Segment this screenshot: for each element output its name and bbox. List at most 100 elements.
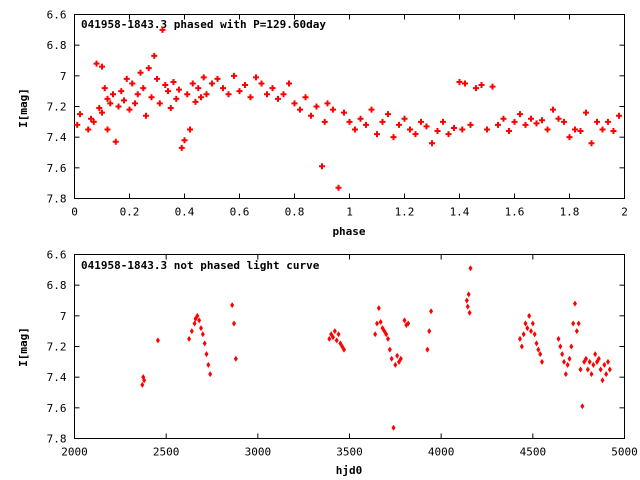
x-tick-label: 2000 <box>61 446 88 459</box>
x-tick-label: 0.8 <box>285 206 305 219</box>
x-tick-label: 1.4 <box>450 206 470 219</box>
data-point <box>148 94 155 101</box>
data-point <box>159 26 166 33</box>
data-point <box>406 320 411 327</box>
data-point <box>231 72 237 79</box>
data-point <box>85 126 92 133</box>
data-point <box>308 112 314 119</box>
data-point <box>118 88 125 95</box>
data-point <box>151 52 158 59</box>
data-point <box>134 91 141 98</box>
data-point <box>376 305 381 312</box>
data-point <box>341 109 347 116</box>
data-point <box>517 111 523 118</box>
data-point <box>297 106 303 113</box>
y-tick-label: 7.4 <box>47 131 67 144</box>
x-tick-label: 1 <box>346 206 353 219</box>
y-tick-label: 6.8 <box>47 279 67 292</box>
data-point <box>402 317 407 324</box>
data-point <box>604 371 609 378</box>
data-point <box>332 328 337 335</box>
data-points <box>74 26 622 191</box>
y-axis-label: I[mag] <box>17 327 30 367</box>
data-point <box>321 118 328 125</box>
data-point <box>427 328 432 335</box>
x-tick-label: 0.6 <box>230 206 250 219</box>
y-tick-label: 7.2 <box>47 101 67 114</box>
data-point <box>396 121 402 128</box>
data-point <box>99 109 105 116</box>
data-point <box>192 98 199 105</box>
data-point <box>606 358 610 365</box>
data-point <box>335 184 342 191</box>
y-tick-label: 6.6 <box>47 249 67 262</box>
data-point <box>99 63 105 70</box>
data-point <box>566 134 573 141</box>
data-point <box>598 366 603 373</box>
data-point <box>132 100 138 107</box>
data-point <box>165 88 171 95</box>
data-point <box>584 355 588 362</box>
data-point <box>572 126 578 133</box>
data-point <box>500 115 507 122</box>
data-point <box>539 117 545 124</box>
data-point <box>142 377 147 384</box>
data-point <box>327 335 332 342</box>
data-point <box>567 355 572 362</box>
data-point <box>532 331 537 338</box>
y-tick-label: 7.6 <box>47 162 67 175</box>
data-point <box>602 361 607 368</box>
data-point <box>214 75 221 82</box>
data-point <box>596 355 601 362</box>
data-point <box>589 371 594 378</box>
data-point <box>253 74 259 81</box>
data-point <box>533 120 540 127</box>
data-point <box>121 97 127 104</box>
data-point <box>506 128 512 135</box>
data-point <box>104 95 111 102</box>
data-point <box>495 121 501 128</box>
data-point <box>445 131 452 138</box>
data-point <box>90 118 97 125</box>
data-points <box>140 265 612 431</box>
data-point <box>466 291 471 298</box>
data-point <box>236 88 243 95</box>
data-point <box>123 75 130 82</box>
x-tick-label: 2 <box>621 206 628 219</box>
data-point <box>393 361 398 368</box>
data-point <box>170 78 177 85</box>
data-point <box>77 111 83 118</box>
y-ticks: 6.6 6.8 7 7.2 7.4 7.6 7.8 <box>47 249 625 446</box>
x-ticks: 0 0.2 0.4 0.6 0.8 1 1.2 1.4 1.6 1.8 2 <box>71 14 628 219</box>
y-tick-label: 7.2 <box>47 341 67 354</box>
data-point <box>200 74 207 81</box>
y-tick-label: 7 <box>60 70 67 83</box>
data-point <box>331 334 335 341</box>
data-point <box>600 377 605 384</box>
data-point <box>429 308 434 315</box>
y-tick-label: 7.8 <box>47 193 67 206</box>
phased-panel: 041958-1843.3 phased with P=129.60day ph… <box>17 9 628 239</box>
y-tick-label: 7.6 <box>47 402 67 415</box>
data-point <box>247 94 254 101</box>
data-point <box>478 82 485 89</box>
y-tick-label: 7 <box>60 310 67 323</box>
data-point <box>280 91 287 98</box>
data-point <box>610 128 617 135</box>
data-point <box>220 85 226 92</box>
data-point <box>189 80 196 87</box>
data-point <box>230 302 235 309</box>
data-point <box>199 325 203 332</box>
data-point <box>573 300 577 307</box>
data-point <box>569 343 574 350</box>
data-point <box>534 340 539 347</box>
data-point <box>203 91 210 98</box>
data-point <box>585 366 590 373</box>
data-point <box>233 355 238 362</box>
data-point <box>518 335 522 342</box>
y-tick-label: 6.6 <box>47 9 67 22</box>
data-point <box>391 424 396 431</box>
data-point <box>374 131 380 138</box>
data-point <box>346 118 353 125</box>
data-point <box>379 118 386 125</box>
